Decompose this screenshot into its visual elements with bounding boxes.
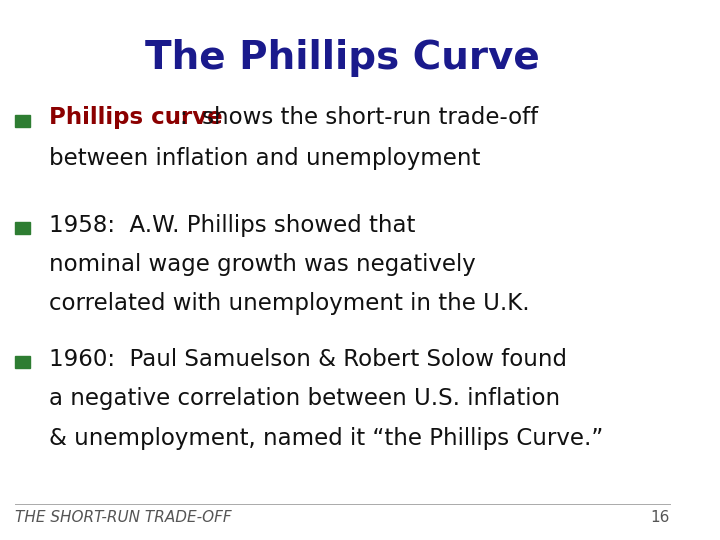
FancyBboxPatch shape: [15, 114, 30, 126]
FancyBboxPatch shape: [15, 356, 30, 368]
Text: & unemployment, named it “the Phillips Curve.”: & unemployment, named it “the Phillips C…: [49, 427, 603, 450]
Text: 16: 16: [650, 510, 670, 525]
Text: 1960:  Paul Samuelson & Robert Solow found: 1960: Paul Samuelson & Robert Solow foun…: [49, 348, 567, 371]
Text: between inflation and unemployment: between inflation and unemployment: [49, 147, 480, 170]
FancyBboxPatch shape: [15, 222, 30, 234]
Text: nominal wage growth was negatively: nominal wage growth was negatively: [49, 253, 476, 276]
Text: 1958:  A.W. Phillips showed that: 1958: A.W. Phillips showed that: [49, 214, 415, 237]
Text: The Phillips Curve: The Phillips Curve: [145, 39, 540, 77]
Text: Phillips curve: Phillips curve: [49, 106, 222, 130]
Text: THE SHORT-RUN TRADE-OFF: THE SHORT-RUN TRADE-OFF: [15, 510, 232, 525]
Text: a negative correlation between U.S. inflation: a negative correlation between U.S. infl…: [49, 387, 560, 410]
Text: correlated with unemployment in the U.K.: correlated with unemployment in the U.K.: [49, 292, 530, 315]
Text: :  shows the short-run trade-off: : shows the short-run trade-off: [180, 106, 538, 130]
